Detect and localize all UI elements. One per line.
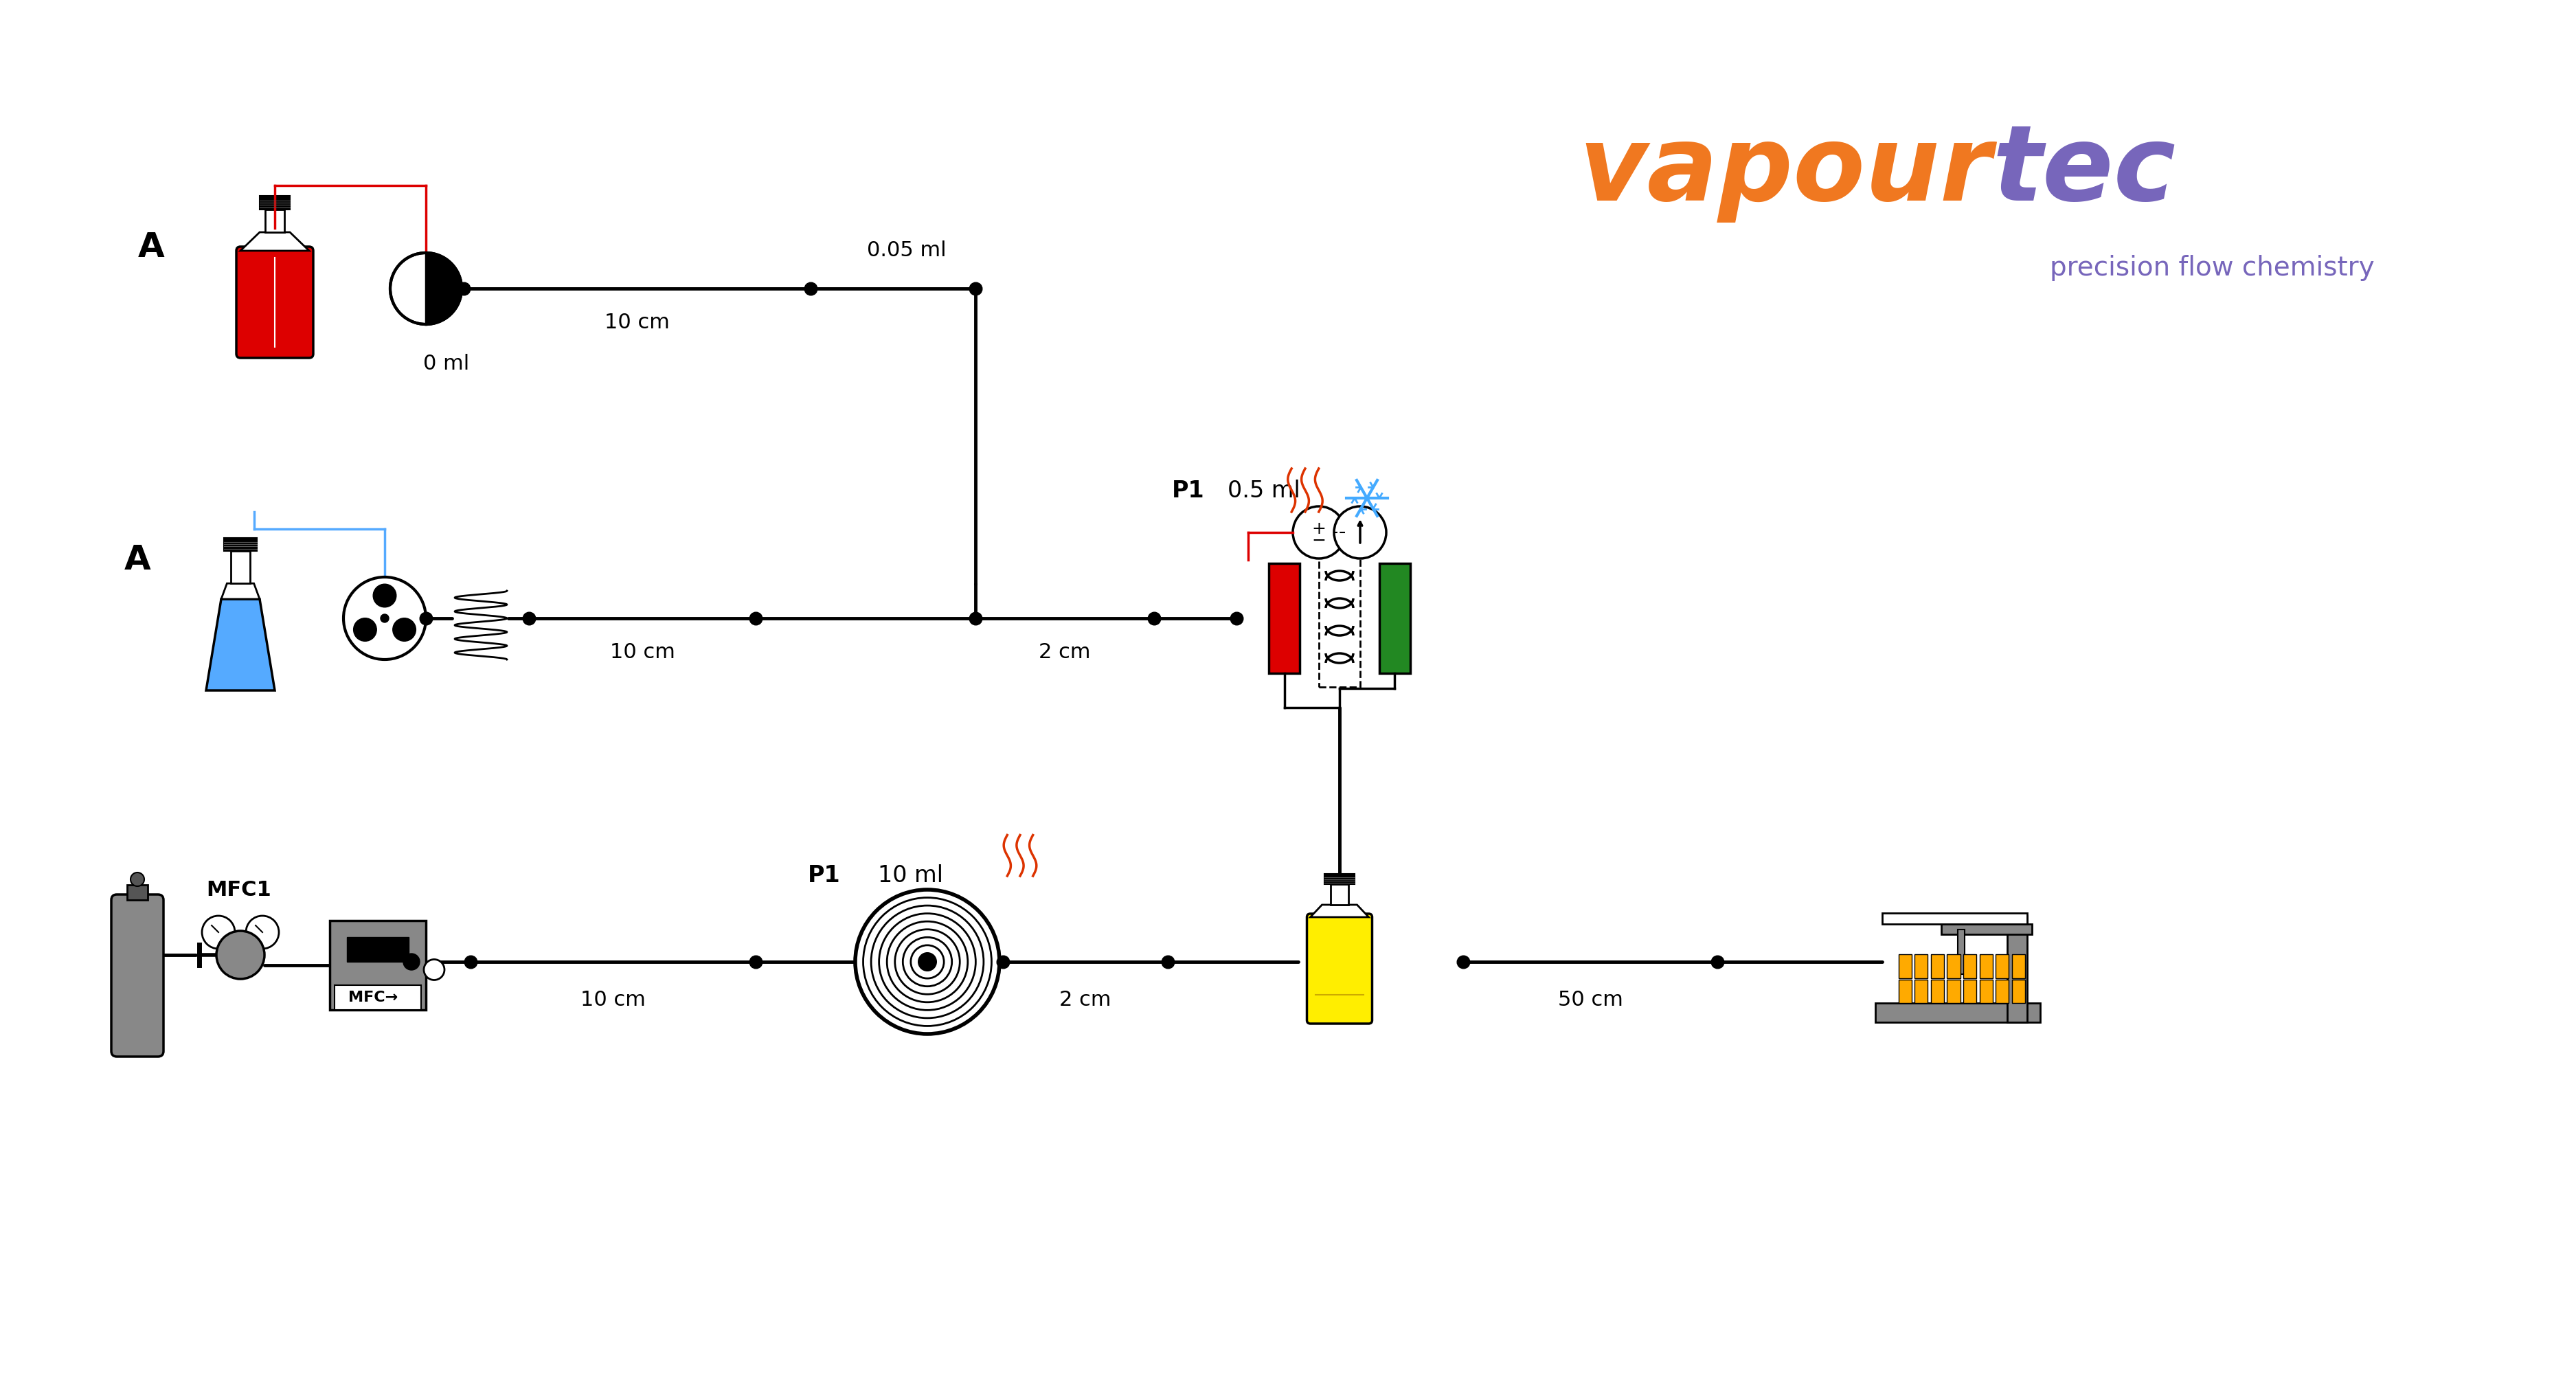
Bar (1899, 955, 1911, 978)
Point (1216, 607, 1257, 629)
Bar (232, 551, 250, 584)
Text: 10 ml: 10 ml (878, 864, 943, 888)
Point (404, 607, 446, 629)
Bar (265, 210, 283, 232)
Point (443, 278, 484, 300)
Bar (1947, 980, 1960, 1003)
Bar (1332, 885, 1347, 904)
Bar (126, 885, 147, 900)
Bar (1319, 518, 1360, 687)
Circle shape (1334, 506, 1386, 558)
Bar (1947, 955, 1960, 978)
Bar (2007, 915, 2027, 1022)
Circle shape (855, 890, 999, 1033)
Bar (2012, 980, 2025, 1003)
Polygon shape (240, 232, 309, 250)
Point (956, 607, 997, 629)
Bar (1932, 955, 1945, 978)
Text: MFC1: MFC1 (206, 879, 270, 900)
Bar (1942, 923, 2032, 934)
Point (1443, 951, 1484, 973)
Polygon shape (206, 599, 276, 690)
Bar (1996, 980, 2009, 1003)
Polygon shape (425, 253, 461, 324)
FancyBboxPatch shape (111, 894, 162, 1057)
FancyBboxPatch shape (237, 247, 314, 357)
Bar (2012, 955, 2025, 978)
Bar (1978, 955, 1994, 978)
Text: precision flow chemistry: precision flow chemistry (2050, 254, 2375, 280)
Bar (1899, 980, 1911, 1003)
Point (734, 607, 775, 629)
Circle shape (381, 614, 389, 622)
Bar (330, 921, 425, 1010)
Bar (1978, 980, 1994, 1003)
Circle shape (353, 618, 376, 642)
Point (451, 951, 492, 973)
Point (791, 278, 832, 300)
Point (956, 278, 997, 300)
Circle shape (201, 915, 234, 948)
Circle shape (920, 954, 935, 970)
Bar (1378, 563, 1409, 673)
Bar (1963, 955, 1976, 978)
Text: 0.5 ml: 0.5 ml (1229, 480, 1301, 503)
Text: 10 cm: 10 cm (605, 313, 670, 333)
FancyBboxPatch shape (1306, 914, 1373, 1024)
Bar (1270, 563, 1301, 673)
Text: tec: tec (1991, 121, 2177, 223)
Text: vapour: vapour (1579, 121, 1991, 223)
Text: A: A (139, 231, 165, 264)
Point (734, 951, 775, 973)
Bar (260, 196, 291, 209)
Bar (335, 985, 420, 1010)
Text: 2 cm: 2 cm (1059, 989, 1110, 1010)
Point (507, 607, 549, 629)
Bar (348, 937, 410, 962)
Circle shape (392, 618, 415, 642)
Bar (1324, 874, 1355, 885)
Bar (1958, 929, 1965, 974)
Circle shape (374, 584, 397, 607)
Bar (1914, 955, 1927, 978)
Circle shape (1293, 506, 1345, 558)
Text: 10 cm: 10 cm (611, 643, 675, 662)
Text: A: A (124, 543, 149, 577)
Polygon shape (1311, 904, 1368, 918)
Point (1146, 951, 1188, 973)
Point (1133, 607, 1175, 629)
Text: 2 cm: 2 cm (1038, 643, 1090, 662)
Text: MFC→: MFC→ (348, 991, 397, 1004)
Circle shape (389, 253, 461, 324)
Text: P1: P1 (1172, 480, 1206, 503)
Polygon shape (222, 584, 260, 599)
Circle shape (425, 959, 446, 980)
Bar (1914, 980, 1927, 1003)
Circle shape (404, 954, 420, 970)
Bar (1963, 980, 1976, 1003)
Bar (224, 537, 258, 551)
Text: P1: P1 (809, 864, 840, 888)
Circle shape (245, 915, 278, 948)
Bar (1932, 980, 1945, 1003)
Text: +: + (1311, 521, 1327, 537)
Text: 0.05 ml: 0.05 ml (868, 240, 945, 261)
Point (1698, 951, 1739, 973)
Text: 0 ml: 0 ml (422, 354, 469, 374)
Text: 50 cm: 50 cm (1558, 989, 1623, 1010)
Circle shape (216, 932, 265, 978)
Bar (1883, 914, 2027, 923)
Text: −: − (1311, 532, 1327, 548)
Circle shape (343, 577, 425, 660)
Bar (1875, 1003, 2040, 1022)
Circle shape (131, 872, 144, 886)
Text: 10 cm: 10 cm (580, 989, 647, 1010)
Point (981, 951, 1023, 973)
Bar (1996, 955, 2009, 978)
